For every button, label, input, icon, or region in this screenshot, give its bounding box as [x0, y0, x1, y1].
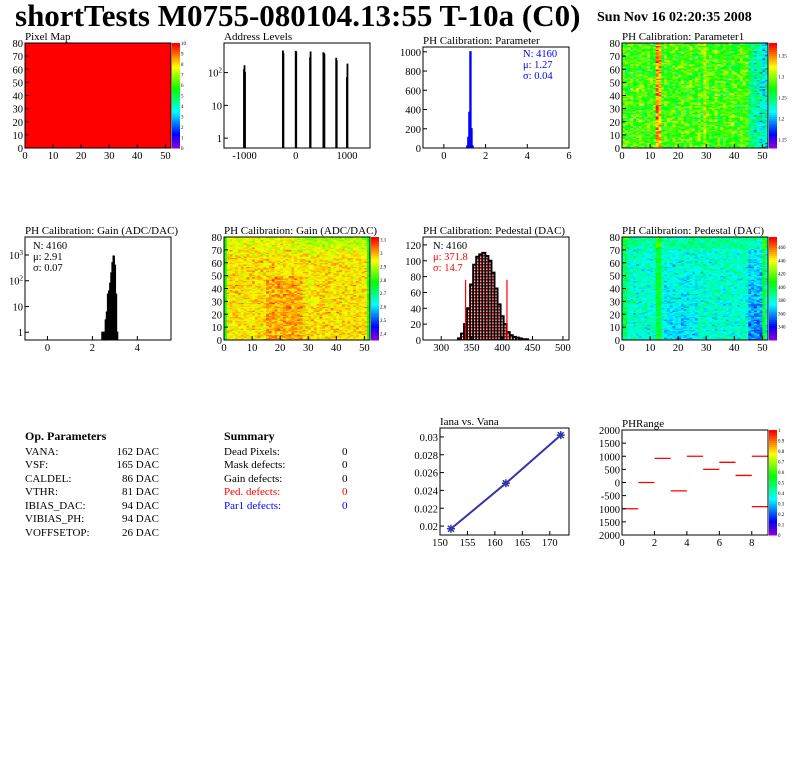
palette-tick-label: 1.25 [778, 97, 787, 102]
palette-tick-label: 9 [181, 53, 184, 58]
y-tick-label: 40 [610, 92, 621, 103]
y-tick-label: 10 [610, 131, 621, 142]
y-tick-label: 200 [405, 125, 421, 136]
palette-tick-label: 2 [181, 126, 184, 131]
plot-title: PH Calibration: Gain (ADC/DAC) [25, 225, 178, 237]
x-tick-label: 40 [132, 151, 143, 162]
stats-line: μ: 1.27 [523, 60, 553, 71]
stats-line: N: 4160 [33, 241, 67, 252]
stats-line: μ: 2.91 [33, 252, 63, 263]
y-tick-label: 30 [610, 105, 621, 116]
y-tick-label: 70 [13, 52, 24, 63]
y-tick-label: 103 [9, 249, 24, 262]
y-tick-label: 600 [405, 86, 421, 97]
palette-tick-label: 7 [181, 74, 184, 79]
y-tick-label: 0 [18, 144, 23, 155]
palette-tick-label: 10 [181, 42, 187, 47]
y-tick-label: 80 [13, 39, 24, 50]
x-tick-label: 40 [729, 151, 740, 162]
stats-line: N: 4160 [523, 49, 557, 60]
x-tick-label: 50 [757, 151, 768, 162]
x-tick-label: 50 [160, 151, 171, 162]
x-tick-label: 0 [22, 151, 27, 162]
y-tick-label: 0 [615, 144, 620, 155]
heatmap-cells-uniform [25, 43, 171, 148]
y-tick-label: 102 [208, 67, 223, 80]
y-tick-label: 800 [405, 67, 421, 78]
y-tick-label: 400 [405, 106, 421, 117]
y-tick-label: 70 [610, 52, 621, 63]
y-tick-label: 30 [13, 105, 24, 116]
palette-tick-label: 8 [181, 63, 184, 68]
y-tick-label: 10 [13, 131, 24, 142]
palette-tick-label: 1.35 [778, 55, 787, 60]
y-tick-label: 10 [212, 101, 223, 112]
y-tick-label: 60 [13, 65, 24, 76]
plot-title: PH Calibration: Parameter [423, 35, 540, 47]
y-tick-label: 50 [610, 78, 621, 89]
y-tick-label: 50 [13, 78, 24, 89]
x-tick-label: 30 [701, 151, 712, 162]
histogram-outline [467, 52, 473, 148]
palette-tick-label: 6 [181, 84, 184, 89]
x-tick-label: -1000 [232, 151, 257, 162]
y-tick-label: 1 [18, 328, 23, 339]
x-tick-label: 0 [441, 151, 446, 162]
stats-line: σ: 0.07 [33, 263, 63, 274]
x-tick-label: 4 [135, 343, 141, 354]
x-tick-label: 10 [645, 151, 656, 162]
palette-tick-label: 0 [181, 147, 184, 152]
palette-tick-label: 1 [181, 137, 184, 142]
stats-line: σ: 0.04 [523, 71, 553, 82]
y-tick-label: 0 [416, 144, 421, 155]
y-tick-label: 20 [13, 118, 24, 129]
y-tick-label: 60 [610, 65, 621, 76]
x-tick-label: 30 [104, 151, 115, 162]
x-tick-label: 0 [293, 151, 298, 162]
x-tick-label: 2 [483, 151, 488, 162]
plot-title: Pixel Map [25, 31, 71, 43]
x-tick-label: 2 [90, 343, 95, 354]
y-tick-label: 102 [9, 275, 24, 288]
palette-band [769, 43, 777, 46]
palette-tick-label: 1.2 [778, 118, 785, 123]
y-tick-label: 40 [13, 92, 24, 103]
y-tick-label: 10 [13, 302, 24, 313]
y-tick-label: 1 [217, 134, 222, 145]
x-tick-label: 0 [45, 343, 50, 354]
x-tick-label: 4 [525, 151, 531, 162]
y-tick-label: 20 [610, 118, 621, 129]
x-tick-label: 10 [48, 151, 59, 162]
histogram-outline [102, 256, 118, 340]
palette-tick-label: 1.3 [778, 76, 785, 81]
palette-tick-label: 5 [181, 95, 184, 100]
palette-band [172, 43, 180, 46]
x-tick-label: 20 [76, 151, 87, 162]
x-tick-label: 20 [673, 151, 684, 162]
plot-canvas: 012345678910Pixel Map0 10 20 30 40 5001020304… [0, 0, 796, 772]
palette-tick-label: 3 [181, 116, 184, 121]
palette-tick-label: 4 [181, 105, 184, 110]
x-tick-label: 1000 [336, 151, 357, 162]
histogram-outline [244, 51, 348, 148]
y-tick-label: 1000 [400, 48, 421, 59]
x-tick-label: 6 [566, 151, 571, 162]
y-tick-label: 80 [610, 39, 621, 50]
palette-tick-label: 1.15 [778, 139, 787, 144]
x-tick-label: 0 [619, 151, 624, 162]
plot-title: Address Levels [224, 31, 292, 43]
plot-title: PH Calibration: Parameter1 [622, 31, 744, 43]
